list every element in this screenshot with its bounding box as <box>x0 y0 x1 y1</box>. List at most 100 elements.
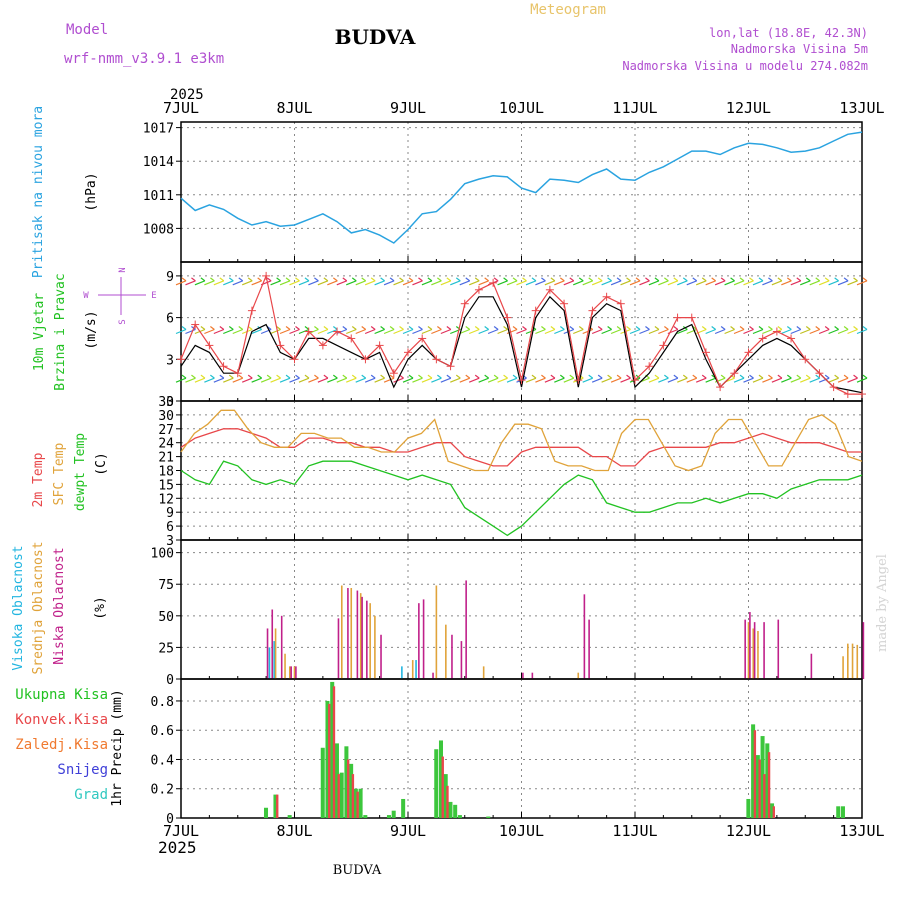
pressure-panel: 1008 1011 1014 1017 <box>143 121 863 263</box>
precip-bar <box>401 798 406 818</box>
precip-bar <box>765 743 770 818</box>
wind-arrow-head <box>427 277 433 282</box>
plot-panels: 1008101110141017036936912151821242730330… <box>143 121 868 827</box>
wind-arrow <box>695 377 707 383</box>
wind-arrow <box>658 377 669 383</box>
wind-arrow <box>393 328 404 335</box>
wind-arrow <box>364 328 376 335</box>
wind-arrow <box>686 280 697 286</box>
wind-arrow <box>535 328 546 335</box>
wind-arrow <box>232 328 243 335</box>
wind-arrow <box>355 377 366 383</box>
precip-bar <box>356 791 359 818</box>
wind-arrow <box>364 280 376 286</box>
temperature-tick-label: 27 <box>158 423 174 438</box>
wind-arrow-head <box>332 374 338 379</box>
bottom-day-label: 11JUL <box>612 822 657 840</box>
wind-arrow-head <box>437 374 442 379</box>
wind-arrow-head <box>503 277 508 282</box>
wind-arrow-head <box>314 277 319 282</box>
wind-arrow-head <box>323 374 329 379</box>
wind-arrow-head <box>531 374 537 379</box>
precip-bar <box>320 747 325 818</box>
wind-arrow <box>800 280 811 286</box>
precip-bar <box>391 810 396 818</box>
precip-tick-label: 0 <box>166 812 174 827</box>
wind-arrow <box>355 280 366 286</box>
wind-arrow-head <box>786 374 792 379</box>
wind-arrow <box>705 280 716 286</box>
wind-arrow-head <box>701 374 707 379</box>
wind-arrow <box>213 377 225 383</box>
wind-arrow-head <box>455 277 461 282</box>
wind-arrow-head <box>758 277 764 282</box>
precip-bar <box>753 730 757 818</box>
precip-bar <box>328 703 331 818</box>
wind-arrow-head <box>219 374 225 379</box>
wind-arrow-head <box>682 374 688 379</box>
wind-arrow <box>185 377 196 383</box>
wind-arrow <box>223 280 234 286</box>
wind-arrow-head <box>465 277 471 282</box>
wind-arrow <box>270 377 281 383</box>
wind-arrow <box>686 328 697 335</box>
wind-arrow <box>724 280 735 286</box>
wind-arrow <box>856 377 868 383</box>
wind-arrow-head <box>616 277 622 282</box>
wind-arrow-head <box>181 326 187 330</box>
wind-arrow-head <box>730 326 735 330</box>
wind-unit: (m/s) <box>84 310 99 349</box>
wind-arrow <box>667 280 679 286</box>
wind-arrow <box>317 280 329 286</box>
wind-arrow-head <box>512 277 518 282</box>
wind-arrow-head <box>853 277 858 282</box>
wind-arrow-head <box>692 374 698 379</box>
lonlat-label: lon,lat (18.8E, 42.3N) <box>709 26 868 40</box>
compass-n: N <box>118 267 128 272</box>
precip-bar <box>346 759 350 818</box>
wind-tick-label: 9 <box>166 270 174 285</box>
wind-arrow <box>648 280 660 286</box>
temp-unit: (C) <box>94 452 109 475</box>
wind-arrow-head <box>739 277 745 282</box>
wind-arrow <box>800 377 811 383</box>
wind-arrow-head <box>673 374 679 379</box>
precip-bar <box>386 815 391 818</box>
bottom-day-label: 12JUL <box>726 822 771 840</box>
wind-arrow-head <box>238 326 244 330</box>
wind-arrow-head <box>796 374 802 379</box>
cloud-tick-label: 75 <box>158 578 174 593</box>
temperature-tick-label: 3 <box>166 534 174 549</box>
watermark: made by Angel <box>875 554 890 652</box>
cloud-tick-label: 100 <box>151 547 174 562</box>
wind-arrow <box>298 377 310 383</box>
precip-tick-label: 0.6 <box>151 724 174 739</box>
wind-arrow <box>421 328 433 335</box>
wind-arrow <box>459 377 470 383</box>
wind-arrow-head <box>380 326 385 330</box>
wind-arrow-head <box>664 374 669 379</box>
wind-arrow <box>563 280 575 286</box>
wind-arrow-head <box>285 326 291 330</box>
wind-arrow-head <box>455 374 461 379</box>
wind-arrow <box>695 280 707 286</box>
top-day-labels: 7JUL 8JUL 9JUL 10JUL 11JUL 12JUL 13JUL <box>163 99 885 117</box>
precip-bar <box>353 788 358 818</box>
wind-arrow-head <box>796 326 802 330</box>
wind-arrow <box>828 280 839 286</box>
temperature-tick-label: 33 <box>158 395 174 410</box>
wind-arrow <box>591 280 603 286</box>
wind-arrow <box>837 377 849 383</box>
top-day-label: 8JUL <box>276 99 312 117</box>
bottom-year-label: 2025 <box>158 838 197 857</box>
wind-arrow-head <box>228 374 234 379</box>
cloud-tick-label: 25 <box>158 641 174 656</box>
wind-arrow <box>544 280 556 286</box>
wind-arrow <box>383 377 395 383</box>
wind-arrow-head <box>228 277 234 282</box>
wind-arrow <box>260 377 272 383</box>
wind-arrow-head <box>314 326 319 330</box>
wind-arrow-head <box>701 277 707 282</box>
wind-arrow-head <box>550 277 556 282</box>
wind-arrow <box>204 280 215 286</box>
